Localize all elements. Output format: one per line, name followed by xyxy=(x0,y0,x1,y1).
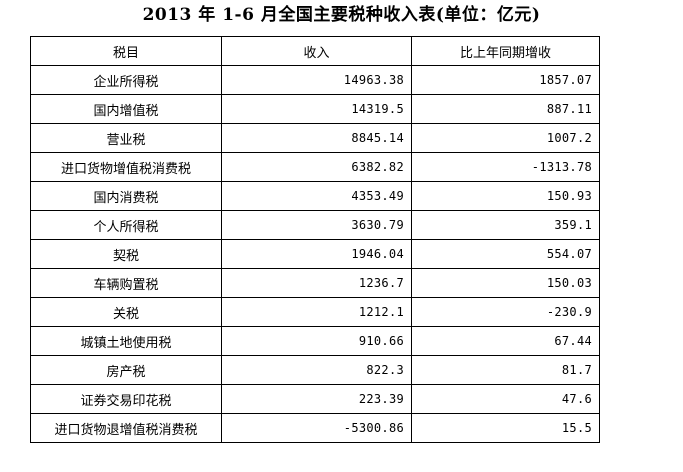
table-row: 国内消费税 4353.49 150.93 xyxy=(30,181,600,211)
tax-item-cell: 营业税 xyxy=(30,123,222,153)
table-row: 契税 1946.04 554.07 xyxy=(30,239,600,269)
tax-item-cell: 国内消费税 xyxy=(30,181,222,211)
increase-cell: 47.6 xyxy=(411,384,600,414)
income-cell: 223.39 xyxy=(221,384,412,414)
tax-item-cell: 进口货物退增值税消费税 xyxy=(30,413,222,443)
table-row: 关税 1212.1 -230.9 xyxy=(30,297,600,327)
table-row: 个人所得税 3630.79 359.1 xyxy=(30,210,600,240)
increase-cell: 150.03 xyxy=(411,268,600,298)
column-header-income: 收入 xyxy=(221,36,412,66)
table-row: 国内增值税 14319.5 887.11 xyxy=(30,94,600,124)
tax-item-cell: 进口货物增值税消费税 xyxy=(30,152,222,182)
tax-item-cell: 关税 xyxy=(30,297,222,327)
column-header-tax-item: 税目 xyxy=(30,36,222,66)
table-row: 车辆购置税 1236.7 150.03 xyxy=(30,268,600,298)
table-title: 2013 年 1-6 月全国主要税种收入表(单位：亿元) xyxy=(142,5,541,25)
tax-revenue-table: 税目 收入 比上年同期增收 企业所得税 14963.38 1857.07 国内增值税 1… xyxy=(30,36,600,443)
income-cell: 8845.14 xyxy=(221,123,412,153)
header-row: 税目 收入 比上年同期增收 xyxy=(30,36,600,66)
tax-item-cell: 证券交易印花税 xyxy=(30,384,222,414)
table-row: 进口货物增值税消费税 6382.82 -1313.78 xyxy=(30,152,600,182)
income-cell: 1212.1 xyxy=(221,297,412,327)
increase-cell: 150.93 xyxy=(411,181,600,211)
income-cell: 4353.49 xyxy=(221,181,412,211)
increase-cell: -1313.78 xyxy=(411,152,600,182)
income-cell: 14963.38 xyxy=(221,65,412,95)
increase-cell: 1007.2 xyxy=(411,123,600,153)
table-row: 房产税 822.3 81.7 xyxy=(30,355,600,385)
income-cell: 910.66 xyxy=(221,326,412,356)
tax-item-cell: 车辆购置税 xyxy=(30,268,222,298)
increase-cell: 15.5 xyxy=(411,413,600,443)
table-row: 进口货物退增值税消费税 -5300.86 15.5 xyxy=(30,413,600,443)
increase-cell: 1857.07 xyxy=(411,65,600,95)
increase-cell: 67.44 xyxy=(411,326,600,356)
income-cell: 6382.82 xyxy=(221,152,412,182)
table-row: 城镇土地使用税 910.66 67.44 xyxy=(30,326,600,356)
increase-cell: 554.07 xyxy=(411,239,600,269)
increase-cell: 359.1 xyxy=(411,210,600,240)
table-row: 营业税 8845.14 1007.2 xyxy=(30,123,600,153)
tax-item-cell: 房产税 xyxy=(30,355,222,385)
income-cell: 1236.7 xyxy=(221,268,412,298)
income-cell: 14319.5 xyxy=(221,94,412,124)
increase-cell: -230.9 xyxy=(411,297,600,327)
income-cell: 3630.79 xyxy=(221,210,412,240)
tax-item-cell: 契税 xyxy=(30,239,222,269)
increase-cell: 887.11 xyxy=(411,94,600,124)
tax-item-cell: 国内增值税 xyxy=(30,94,222,124)
income-cell: -5300.86 xyxy=(221,413,412,443)
income-cell: 1946.04 xyxy=(221,239,412,269)
increase-cell: 81.7 xyxy=(411,355,600,385)
table-row: 证券交易印花税 223.39 47.6 xyxy=(30,384,600,414)
tax-item-cell: 个人所得税 xyxy=(30,210,222,240)
income-cell: 822.3 xyxy=(221,355,412,385)
tax-item-cell: 企业所得税 xyxy=(30,65,222,95)
column-header-increase: 比上年同期增收 xyxy=(411,36,600,66)
tax-item-cell: 城镇土地使用税 xyxy=(30,326,222,356)
table-row: 企业所得税 14963.38 1857.07 xyxy=(30,65,600,95)
